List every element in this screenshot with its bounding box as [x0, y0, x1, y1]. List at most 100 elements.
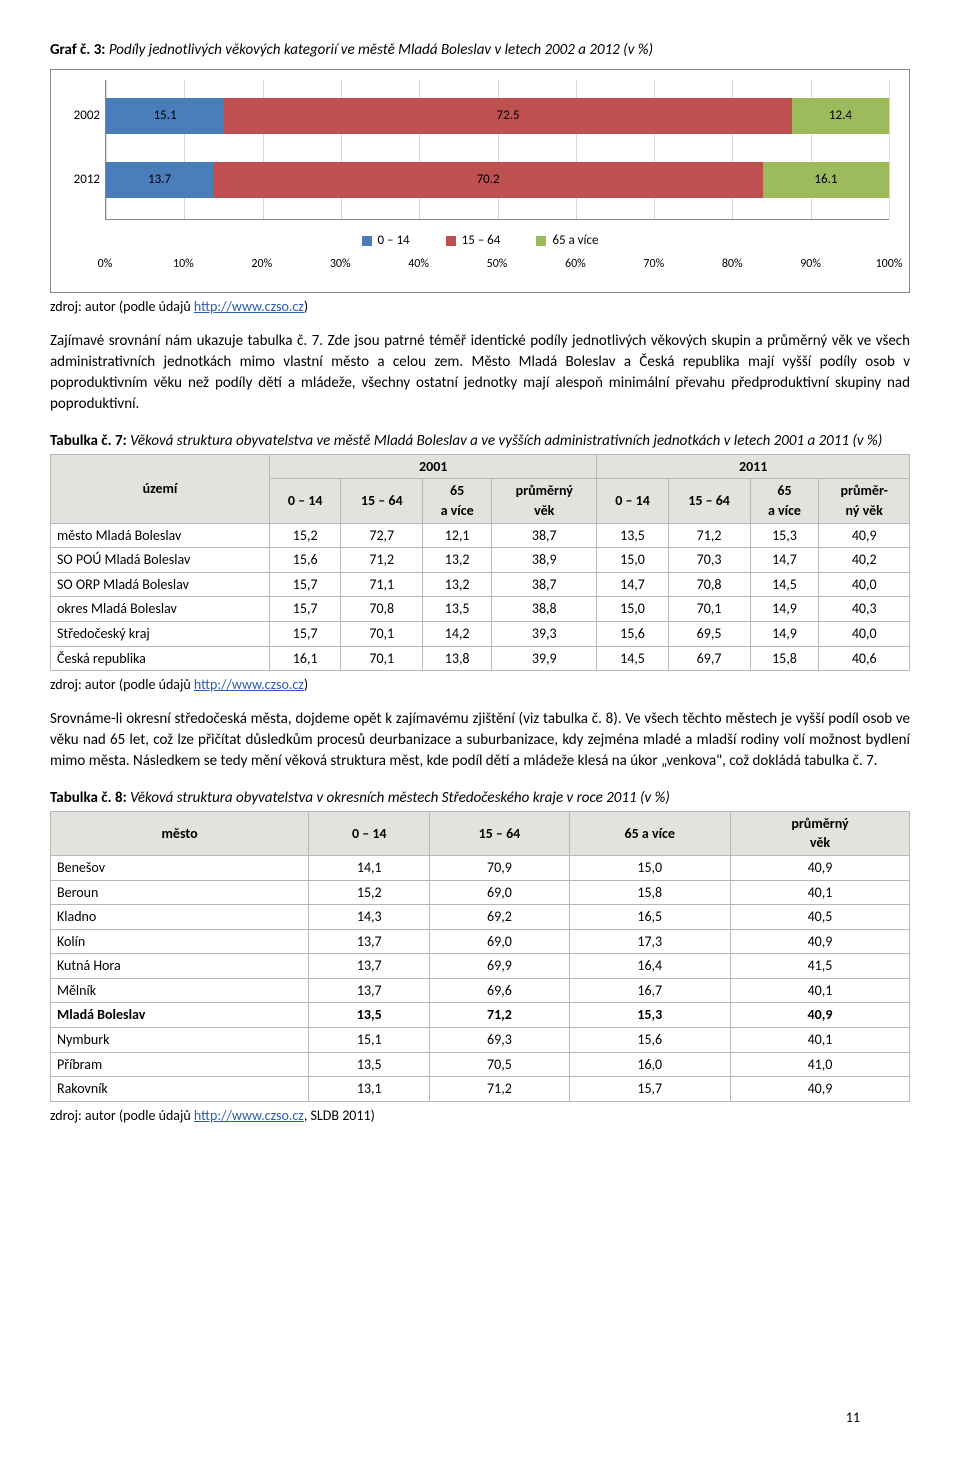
chart-bar-value: 70.2: [477, 171, 500, 189]
table-header: město: [51, 811, 309, 855]
table-cell: 69,3: [430, 1028, 569, 1053]
table7-caption-rest: Věková struktura obyvatelstva ve městě M…: [127, 432, 883, 450]
table-cell: 70,1: [341, 621, 423, 646]
table-cell: Česká republika: [51, 646, 270, 671]
table-subheader: 0 – 14: [597, 479, 668, 523]
chart-x-tick: 30%: [330, 256, 351, 273]
legend-label: 65 a více: [552, 232, 598, 250]
source-link[interactable]: http://www.czso.cz: [194, 298, 304, 315]
table-cell: 13,7: [309, 929, 430, 954]
legend-swatch: [362, 236, 372, 246]
chart-bar-value: 72.5: [497, 107, 520, 125]
chart-bar-segment: 12.4: [792, 98, 889, 134]
table-cell: 69,9: [430, 954, 569, 979]
table-cell: 15,0: [597, 597, 668, 622]
table-cell: 15,6: [569, 1028, 730, 1053]
table-subheader: průměrnývěk: [492, 479, 597, 523]
table-cell: 13,2: [423, 572, 492, 597]
source-link[interactable]: http://www.czso.cz: [194, 1107, 304, 1124]
table-cell: 15,1: [309, 1028, 430, 1053]
table-cell: Beroun: [51, 880, 309, 905]
legend-item: 0 – 14: [362, 232, 410, 250]
table-header-row: město0 – 1415 – 6465 a víceprůměrnývěk: [51, 811, 910, 855]
table7: území200120110 – 1415 – 6465a víceprůměr…: [50, 454, 910, 671]
table-header: území: [51, 454, 270, 523]
table-cell: 14,5: [750, 572, 819, 597]
table-cell: Benešov: [51, 855, 309, 880]
table-cell: 39,3: [492, 621, 597, 646]
table-cell: 69,0: [430, 929, 569, 954]
table-cell: 14,7: [597, 572, 668, 597]
table-cell: Nymburk: [51, 1028, 309, 1053]
table-cell: 38,8: [492, 597, 597, 622]
chart-plot-area: 200215.172.512.4201213.770.216.1: [105, 80, 889, 220]
table-cell: 15,0: [569, 855, 730, 880]
table-cell: Příbram: [51, 1052, 309, 1077]
table-row: Mladá Boleslav13,571,215,340,9: [51, 1003, 910, 1028]
table-cell: SO ORP Mladá Boleslav: [51, 572, 270, 597]
page-number: 11: [846, 1408, 860, 1428]
table-subheader: 0 – 14: [270, 479, 341, 523]
age-share-chart: 200215.172.512.4201213.770.216.1 0 – 141…: [50, 69, 910, 293]
table-cell: 15,2: [309, 880, 430, 905]
table-cell: 40,9: [730, 1077, 909, 1102]
chart-bar-value: 16.1: [814, 171, 837, 189]
table-subheader: průměr-ný věk: [819, 479, 910, 523]
table-cell: 13,7: [309, 954, 430, 979]
table-cell: 38,7: [492, 523, 597, 548]
chart-bar-value: 15.1: [154, 107, 177, 125]
table-cell: 38,7: [492, 572, 597, 597]
source-link[interactable]: http://www.czso.cz: [194, 676, 304, 693]
table-subheader: 65a více: [423, 479, 492, 523]
table-row: Kladno14,369,216,540,5: [51, 905, 910, 930]
table-header: 2011: [597, 454, 910, 479]
table-cell: 14,3: [309, 905, 430, 930]
chart-x-tick: 70%: [643, 256, 664, 273]
chart-caption-lead: Graf č. 3:: [50, 41, 105, 59]
table-cell: Kladno: [51, 905, 309, 930]
table-cell: 15,8: [750, 646, 819, 671]
chart-bar-year-label: 2012: [66, 171, 100, 189]
table-cell: 15,0: [597, 548, 668, 573]
table-cell: SO POÚ Mladá Boleslav: [51, 548, 270, 573]
table-subheader: 15 – 64: [341, 479, 423, 523]
chart-source: zdroj: autor (podle údajů http://www.czs…: [50, 297, 910, 317]
table-cell: 72,7: [341, 523, 423, 548]
chart-x-tick: 90%: [800, 256, 821, 273]
table-row: Mělník13,769,616,740,1: [51, 978, 910, 1003]
table-cell: 14,9: [750, 597, 819, 622]
table-cell: 15,6: [597, 621, 668, 646]
table7-source: zdroj: autor (podle údajů http://www.czs…: [50, 675, 910, 695]
table-cell: 16,5: [569, 905, 730, 930]
table-cell: 40,9: [730, 929, 909, 954]
chart-bar-row: 200215.172.512.4: [106, 98, 889, 134]
table-cell: 71,2: [430, 1077, 569, 1102]
table-cell: 14,9: [750, 621, 819, 646]
table-row: Nymburk15,169,315,640,1: [51, 1028, 910, 1053]
table-cell: 17,3: [569, 929, 730, 954]
table-cell: 71,2: [341, 548, 423, 573]
table-cell: 14,2: [423, 621, 492, 646]
table-row: SO POÚ Mladá Boleslav15,671,213,238,915,…: [51, 548, 910, 573]
table-cell: 70,8: [668, 572, 750, 597]
table-cell: 14,5: [597, 646, 668, 671]
table-cell: 71,1: [341, 572, 423, 597]
table-cell: 13,5: [309, 1052, 430, 1077]
table8-caption-rest: Věková struktura obyvatelstva v okresníc…: [127, 789, 670, 807]
source-suffix: , SLDB 2011): [304, 1107, 375, 1124]
table-cell: 13,7: [309, 978, 430, 1003]
table-cell: 40,0: [819, 572, 910, 597]
chart-bar-segment: 13.7: [106, 162, 213, 198]
table-header: 15 – 64: [430, 811, 569, 855]
table-cell: 40,1: [730, 978, 909, 1003]
table7-caption: Tabulka č. 7: Věková struktura obyvatels…: [50, 431, 910, 452]
table-cell: 69,2: [430, 905, 569, 930]
table-cell: 13,5: [423, 597, 492, 622]
table-cell: Středočeský kraj: [51, 621, 270, 646]
table-cell: 70,9: [430, 855, 569, 880]
source-suffix: ): [304, 676, 308, 693]
table-cell: 13,2: [423, 548, 492, 573]
table-row: Benešov14,170,915,040,9: [51, 855, 910, 880]
source-suffix: ): [304, 298, 308, 315]
table-cell: 15,2: [270, 523, 341, 548]
